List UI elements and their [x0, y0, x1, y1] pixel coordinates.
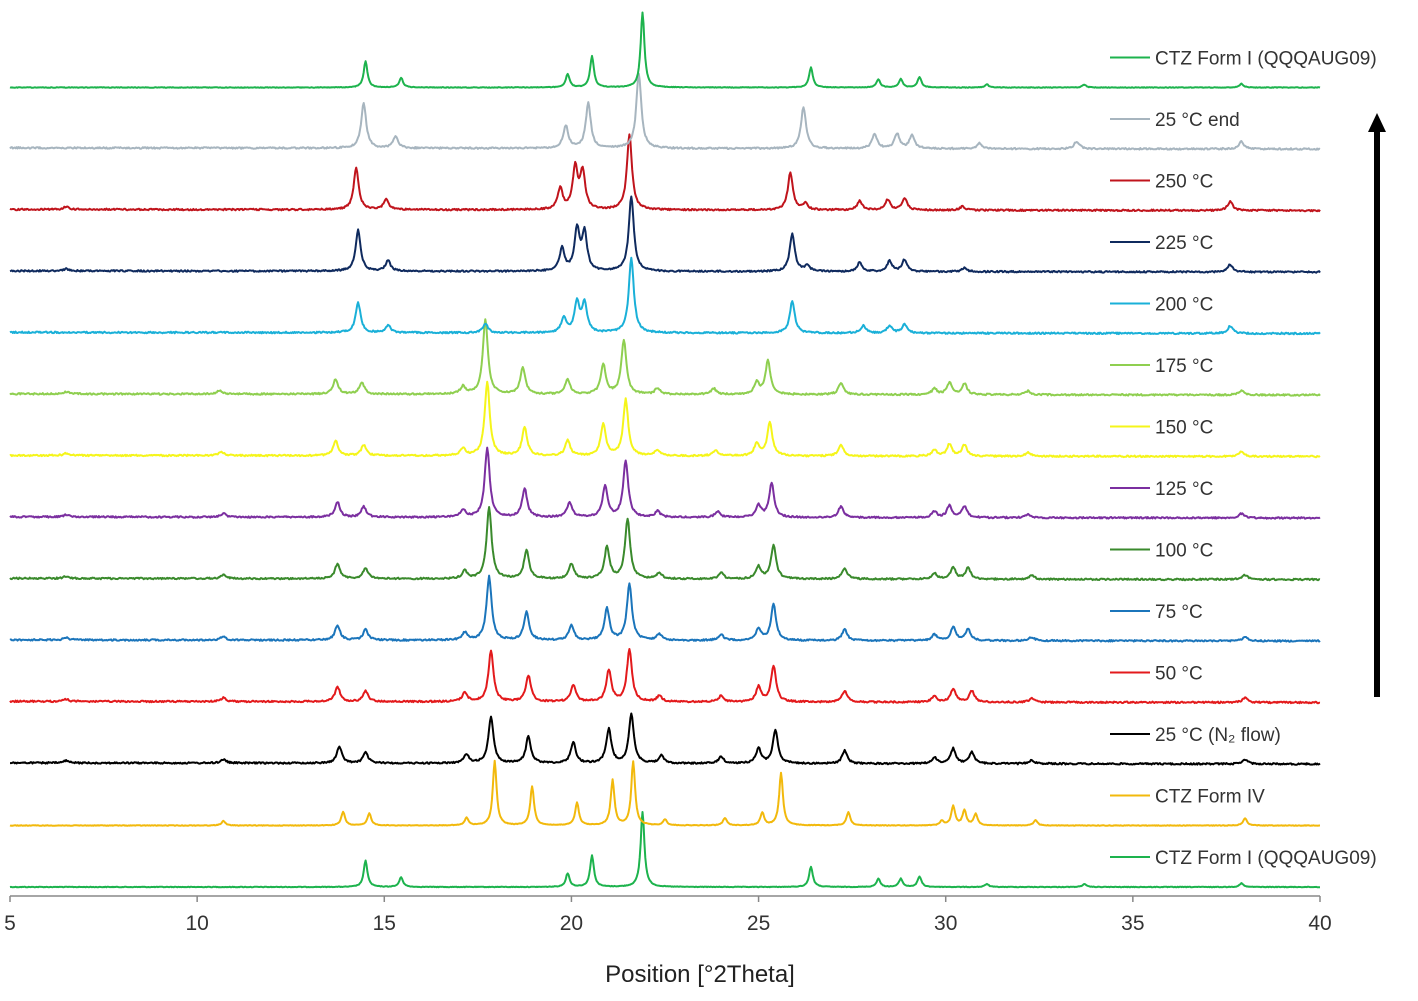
x-axis-ticks: 5 10 15 20 25 30 35 40: [4, 896, 1332, 935]
legend-label: 25 °C (N₂ flow): [1155, 725, 1281, 746]
series-line: [9, 11, 1321, 89]
legend-label: 100 °C: [1155, 541, 1213, 562]
trace-group: [9, 11, 1321, 889]
x-axis-title: Position [°2Theta]: [605, 961, 795, 988]
series-line: [9, 318, 1321, 397]
x-tick-label: 15: [373, 912, 396, 935]
x-tick-label: 5: [4, 912, 16, 935]
x-tick-label: 35: [1121, 912, 1144, 935]
series-line: [9, 380, 1321, 459]
arrow-head: [1368, 113, 1386, 132]
series-line: [9, 446, 1321, 520]
series-line: [9, 648, 1321, 705]
x-tick-label: 40: [1308, 912, 1331, 935]
series-line: [9, 712, 1321, 766]
legend-label: 25 °C end: [1155, 110, 1240, 131]
legend-label: CTZ Form I (QQQAUG09): [1155, 848, 1377, 869]
legend-label: 250 °C: [1155, 172, 1213, 193]
legend-label: 150 °C: [1155, 418, 1213, 439]
legend-label: CTZ Form IV: [1155, 787, 1265, 808]
x-tick-label: 20: [560, 912, 583, 935]
series-line: [9, 256, 1321, 336]
series-line: [9, 133, 1321, 213]
series-line: [9, 574, 1321, 643]
legend-label: 175 °C: [1155, 356, 1213, 377]
legend-label: 225 °C: [1155, 233, 1213, 254]
series-line: [9, 506, 1321, 582]
series-line: [9, 72, 1321, 151]
x-tick-label: 25: [747, 912, 770, 935]
legend-label: CTZ Form I (QQQAUG09): [1155, 49, 1377, 70]
legend-label: 200 °C: [1155, 295, 1213, 316]
legend-label: 125 °C: [1155, 479, 1213, 500]
legend-label: 50 °C: [1155, 664, 1203, 685]
legend-label: 75 °C: [1155, 602, 1203, 623]
series-line: [9, 195, 1321, 274]
series-line: [9, 759, 1321, 827]
legend: CTZ Form I (QQQAUG09) CTZ Form IV 25 °C (N…: [1110, 49, 1377, 869]
x-tick-label: 10: [185, 912, 208, 935]
x-tick-label: 30: [934, 912, 957, 935]
temperature-arrow: [1368, 113, 1386, 697]
series-line: [9, 811, 1321, 889]
